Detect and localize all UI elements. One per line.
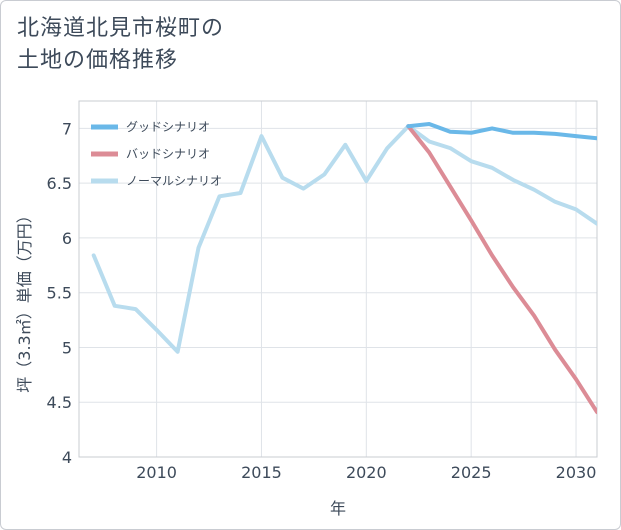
data-point bbox=[469, 131, 473, 135]
data-point bbox=[448, 130, 452, 134]
data-point bbox=[406, 124, 410, 128]
x-axis-label: 年 bbox=[330, 499, 346, 518]
legend-label: バッドシナリオ bbox=[126, 147, 210, 161]
data-point bbox=[490, 253, 494, 257]
y-tick-label: 6 bbox=[62, 229, 72, 248]
data-point bbox=[553, 132, 557, 136]
data-point bbox=[532, 314, 536, 318]
series-line-0 bbox=[406, 122, 597, 141]
data-point bbox=[532, 131, 536, 135]
data-point bbox=[218, 194, 221, 198]
data-point bbox=[197, 246, 200, 250]
data-point bbox=[511, 131, 515, 135]
x-tick-label: 2020 bbox=[346, 463, 387, 482]
x-tick-label: 2025 bbox=[451, 463, 492, 482]
data-point bbox=[448, 184, 452, 188]
data-point bbox=[239, 191, 242, 195]
x-tick-label: 2030 bbox=[556, 463, 597, 482]
data-point bbox=[574, 207, 578, 211]
data-point bbox=[385, 146, 389, 150]
data-point bbox=[490, 166, 494, 170]
data-point bbox=[490, 126, 494, 130]
chart-title-line-2: 土地の価格推移 bbox=[17, 48, 179, 73]
data-point bbox=[574, 134, 578, 138]
y-tick-label: 4.5 bbox=[47, 393, 72, 412]
data-point bbox=[469, 218, 473, 222]
data-point bbox=[553, 200, 557, 204]
data-point bbox=[301, 187, 305, 191]
plot-area-border bbox=[78, 100, 598, 458]
data-point bbox=[532, 188, 536, 192]
data-point bbox=[511, 178, 515, 182]
chart-title: 北海道北見市桜町の 土地の価格推移 bbox=[17, 13, 224, 77]
y-tick-label: 4 bbox=[62, 448, 72, 467]
data-point bbox=[553, 348, 557, 352]
y-tick-label: 5.5 bbox=[47, 284, 72, 303]
data-point bbox=[448, 146, 452, 150]
y-tick-label: 7 bbox=[62, 119, 72, 138]
y-tick-label: 5 bbox=[62, 338, 72, 357]
data-point bbox=[113, 304, 117, 308]
data-point bbox=[155, 328, 159, 332]
data-point bbox=[595, 136, 597, 140]
data-point bbox=[427, 140, 431, 143]
data-point bbox=[280, 176, 284, 180]
series-layer bbox=[91, 122, 597, 415]
x-tick-label: 2010 bbox=[136, 463, 177, 482]
data-point bbox=[92, 253, 96, 257]
y-tick-label: 6.5 bbox=[47, 174, 72, 193]
series-line-1 bbox=[406, 124, 597, 415]
x-tick-label: 2015 bbox=[241, 463, 282, 482]
data-point bbox=[343, 143, 347, 147]
legend-label: ノーマルシナリオ bbox=[126, 174, 222, 188]
data-point bbox=[176, 350, 180, 354]
chart-title-line-1: 北海道北見市桜町の bbox=[17, 16, 225, 41]
data-point bbox=[511, 285, 515, 289]
data-point bbox=[469, 159, 473, 163]
data-point bbox=[427, 122, 431, 126]
legend-label: グッドシナリオ bbox=[126, 120, 210, 134]
data-point bbox=[134, 307, 138, 311]
data-point bbox=[364, 179, 368, 183]
data-point bbox=[322, 172, 326, 176]
data-point bbox=[574, 377, 578, 381]
data-point bbox=[595, 410, 597, 414]
data-point bbox=[595, 222, 597, 226]
data-point bbox=[260, 134, 263, 138]
data-point bbox=[427, 151, 431, 154]
y-axis-label: 坪（3.3㎡）単価（万円） bbox=[15, 207, 34, 392]
tick-labels: 4 4.5 5 5.5 6 6.5 7 2010 2015 2020 2025 2030 bbox=[47, 119, 597, 482]
